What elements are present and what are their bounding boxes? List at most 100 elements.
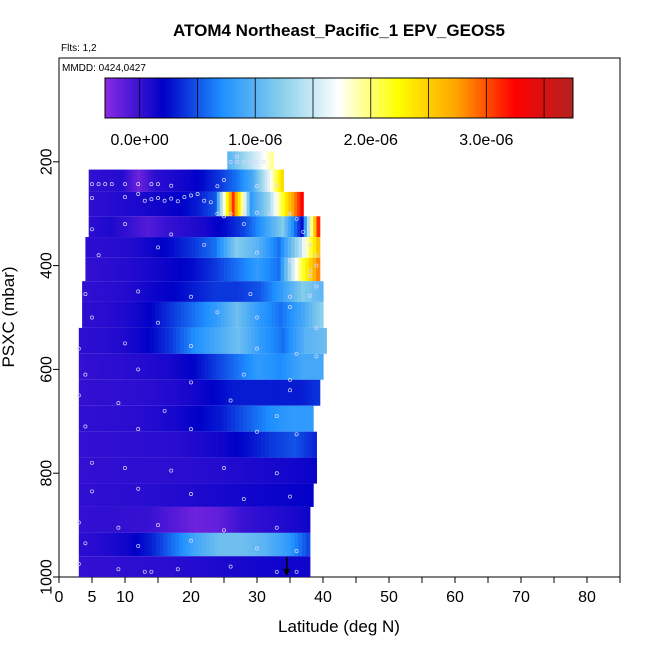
heatmap-cell <box>159 556 165 577</box>
heatmap-cell <box>138 237 143 258</box>
heatmap-cell <box>78 532 84 557</box>
colorbar-swatch <box>239 78 243 118</box>
heatmap-cell <box>146 327 151 354</box>
heatmap-cell <box>165 216 170 238</box>
heatmap-cell <box>219 353 224 380</box>
heatmap-cell <box>161 457 167 484</box>
heatmap-cell <box>142 169 147 192</box>
heatmap-cell <box>137 379 142 406</box>
heatmap-cell <box>279 556 284 577</box>
x-tick-label: 80 <box>578 589 596 606</box>
sample-point <box>123 195 127 200</box>
heatmap-cell <box>113 532 118 557</box>
heatmap-cell <box>118 457 123 484</box>
heatmap-cell <box>129 169 133 192</box>
heatmap-cell <box>113 483 119 507</box>
heatmap-cell <box>193 431 199 458</box>
heatmap-cell <box>82 281 87 302</box>
heatmap-cell <box>255 237 260 258</box>
heatmap-cell <box>304 281 309 302</box>
heatmap-cell <box>78 327 84 354</box>
heatmap-cell <box>272 169 276 192</box>
heatmap-cell <box>277 483 283 507</box>
heatmap-cell <box>297 353 302 380</box>
heatmap-cell <box>172 191 176 217</box>
heatmap-cell <box>114 216 119 238</box>
heatmap-cell <box>168 405 174 432</box>
heatmap-cell <box>187 281 193 302</box>
heatmap-cell <box>126 457 131 484</box>
heatmap-cell <box>155 301 160 328</box>
heatmap-cell <box>113 506 118 533</box>
heatmap-cell <box>297 191 301 217</box>
heatmap-cell <box>206 257 211 282</box>
heatmap-cell <box>293 405 299 432</box>
heatmap-cell <box>250 301 255 328</box>
sample-point <box>248 292 253 297</box>
heatmap-cell <box>223 216 228 238</box>
heatmap-cell <box>191 216 196 238</box>
colorbar-swatch <box>145 78 150 118</box>
colorbar-swatch <box>113 78 118 118</box>
sample-point <box>228 398 233 403</box>
heatmap-cell <box>169 281 174 302</box>
heatmap-cell <box>119 353 124 380</box>
heatmap-cell <box>267 506 272 533</box>
heatmap-cell <box>315 301 320 328</box>
heatmap-cell <box>281 216 286 238</box>
colorbar-swatch <box>172 78 176 118</box>
heatmap-cell <box>245 431 250 458</box>
heatmap-cell <box>206 379 211 406</box>
heatmap-cell <box>270 327 275 354</box>
heatmap-cell <box>235 483 240 507</box>
x-tick-label: 20 <box>182 589 200 606</box>
heatmap-cell <box>232 151 236 173</box>
colorbar-swatch <box>280 78 284 118</box>
heatmap-cell <box>234 237 239 258</box>
heatmap-cell <box>172 405 178 432</box>
colorbar-swatch <box>558 78 562 118</box>
y-tick-label: 200 <box>39 148 56 175</box>
heatmap-cell <box>236 506 242 533</box>
heatmap-cell <box>245 353 250 380</box>
heatmap-cell <box>133 191 137 217</box>
heatmap-cell <box>210 379 215 406</box>
sample-point <box>241 211 246 216</box>
heatmap-cell <box>217 301 222 328</box>
heatmap-cell <box>156 216 160 238</box>
heatmap-cell <box>133 405 138 432</box>
heatmap-cell <box>178 353 183 380</box>
heatmap-cell <box>241 237 246 258</box>
heatmap-cell <box>210 191 215 217</box>
sample-point <box>314 284 319 289</box>
heatmap-cell <box>158 457 163 484</box>
heatmap-cell <box>94 405 99 432</box>
heatmap-cell <box>113 257 118 282</box>
heatmap-cell <box>174 257 179 282</box>
colorbar-swatch <box>502 78 507 118</box>
heatmap-cell <box>90 506 95 533</box>
heatmap-cell <box>297 379 303 406</box>
heatmap-cell <box>180 301 185 328</box>
heatmap-cell <box>305 237 310 258</box>
heatmap-cell <box>266 483 271 507</box>
heatmap-cell <box>122 431 127 458</box>
heatmap-cell <box>228 327 234 354</box>
heatmap-cell <box>311 327 316 354</box>
heatmap-cell <box>122 281 127 302</box>
heatmap-cell <box>184 483 189 507</box>
heatmap-cell <box>180 327 185 354</box>
colorbar-swatch <box>371 78 375 118</box>
sample-point <box>90 182 94 187</box>
heatmap-cell <box>213 506 218 533</box>
sample-point <box>83 541 88 546</box>
heatmap-cell <box>270 191 275 217</box>
heatmap-cell <box>246 301 251 328</box>
heatmap-cell <box>181 431 187 458</box>
heatmap-cell <box>78 457 84 484</box>
heatmap-cell <box>213 532 218 557</box>
heatmap-cell <box>253 301 258 328</box>
colorbar-swatch <box>271 78 276 118</box>
heatmap-cell <box>86 506 91 533</box>
heatmap-cell <box>125 483 131 507</box>
